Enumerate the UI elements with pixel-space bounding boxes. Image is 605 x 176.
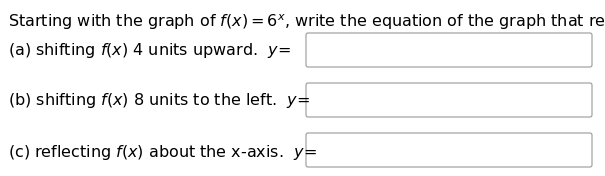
Text: (c) reflecting $f(x)$ about the x-axis.  $y\!=\!$: (c) reflecting $f(x)$ about the x-axis. …: [8, 143, 317, 162]
Text: (a) shifting $f(x)$ 4 units upward.  $y\!=\!$: (a) shifting $f(x)$ 4 units upward. $y\!…: [8, 40, 292, 59]
Text: Starting with the graph of $f(x) = 6^x$, write the equation of the graph that re: Starting with the graph of $f(x) = 6^x$,…: [8, 12, 605, 32]
FancyBboxPatch shape: [306, 33, 592, 67]
FancyBboxPatch shape: [306, 83, 592, 117]
FancyBboxPatch shape: [306, 133, 592, 167]
Text: (b) shifting $f(x)$ 8 units to the left.  $y\!=\!$: (b) shifting $f(x)$ 8 units to the left.…: [8, 90, 310, 109]
